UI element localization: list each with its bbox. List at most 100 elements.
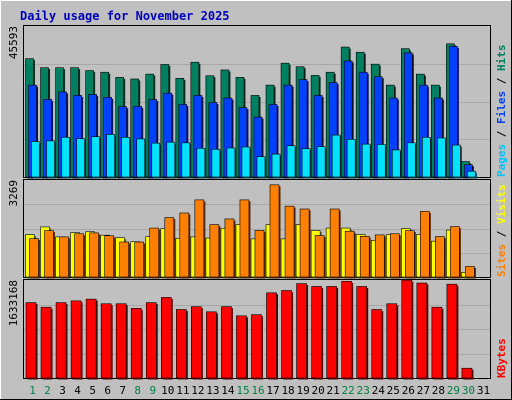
bar-sites-day-16 <box>254 230 266 279</box>
bar-sites-day-12-fill <box>194 199 205 278</box>
bar-sites-day-25 <box>389 233 401 279</box>
x-tick-label: 9 <box>149 384 156 397</box>
bar-pages-day-5-fill <box>91 136 100 178</box>
bar-kbytes-day-28 <box>431 306 444 380</box>
bar-kbytes-day-30-fill <box>461 367 473 379</box>
legend-entry: / <box>495 71 508 91</box>
bar-sites-day-4 <box>74 233 86 279</box>
bar-kbytes-day-14-fill <box>221 306 232 379</box>
panel-top-ymax: 45593 <box>7 26 20 59</box>
bar-pages-day-29-fill <box>452 144 461 178</box>
bar-pages-day-14 <box>226 147 237 179</box>
x-tick-label: 3 <box>59 384 66 397</box>
panel-bot-legend: KBytes <box>495 338 508 378</box>
x-tick-label: 15 <box>236 384 249 397</box>
bar-pages-day-11-fill <box>181 142 191 178</box>
bar-kbytes-day-21 <box>326 286 339 380</box>
bar-pages-day-23-fill <box>361 143 371 178</box>
bar-sites-day-19-fill <box>299 208 310 278</box>
bar-pages-day-26-fill <box>407 142 416 178</box>
bar-pages-day-1 <box>31 141 41 179</box>
bar-sites-day-24 <box>374 234 386 279</box>
bar-pages-day-13-fill <box>211 148 221 178</box>
panel-mid-legend: Sites / Visits <box>495 184 508 277</box>
bar-sites-day-2-fill <box>44 230 54 278</box>
x-tick-label: 4 <box>74 384 81 397</box>
bar-pages-day-19-fill <box>301 148 311 178</box>
bar-sites-day-17-fill <box>269 184 280 278</box>
bar-pages-day-21-fill <box>331 134 341 178</box>
bar-sites-day-20-fill <box>314 235 325 278</box>
bar-sites-day-14 <box>224 218 236 279</box>
legend-entry: Pages <box>495 144 508 177</box>
bar-sites-day-11 <box>179 212 191 279</box>
x-tick-label: 24 <box>372 384 386 397</box>
bar-kbytes-day-10 <box>160 297 173 380</box>
bar-pages-day-28-fill <box>437 137 446 178</box>
bar-sites-day-1 <box>29 238 40 279</box>
bar-pages-day-23 <box>361 143 372 179</box>
x-tick-label: 20 <box>312 384 325 397</box>
x-axis: 1 2 3 4 5 6 7 8 9 10 11 12 13 14 15 16 17 18 19 20 21 22 23 24 2… <box>29 384 490 397</box>
bar-pages-day-1-fill <box>31 141 40 178</box>
bar-pages-day-22 <box>346 138 357 179</box>
bar-sites-day-24-fill <box>374 234 385 278</box>
bar-kbytes-day-30 <box>461 367 474 380</box>
bar-sites-day-30 <box>465 266 476 279</box>
bar-pages-day-16-fill <box>256 156 266 178</box>
x-tick-label: 11 <box>176 384 189 397</box>
bar-pages-day-12 <box>196 148 207 179</box>
bar-pages-day-21 <box>331 134 342 179</box>
bar-kbytes-day-22-fill <box>341 281 352 379</box>
bar-kbytes-day-2 <box>40 306 53 380</box>
bar-kbytes-day-25 <box>386 303 399 380</box>
bar-sites-day-23 <box>359 236 371 279</box>
bar-sites-day-8 <box>134 241 146 279</box>
bar-sites-day-13-fill <box>209 224 220 278</box>
bar-sites-day-15 <box>239 199 251 279</box>
bar-sites-day-28 <box>435 236 446 279</box>
bar-pages-day-20-fill <box>316 146 326 178</box>
panel-bot-ymax: 1633168 <box>7 280 20 326</box>
bar-sites-day-17 <box>269 184 281 279</box>
bar-kbytes-day-13-fill <box>206 311 217 379</box>
legend-entry: Sites <box>495 244 508 277</box>
x-tick-label: 29 <box>447 384 460 397</box>
bar-sites-day-29 <box>450 226 461 279</box>
x-tick-label: 5 <box>89 384 96 397</box>
bar-pages-day-11 <box>181 142 192 179</box>
bar-pages-day-9-fill <box>151 142 161 178</box>
bar-sites-day-28-fill <box>435 236 445 278</box>
bar-sites-day-5-fill <box>89 232 99 278</box>
bar-kbytes-day-7-fill <box>115 303 127 379</box>
bar-kbytes-day-29-fill <box>446 283 458 379</box>
bar-pages-day-24 <box>376 144 387 179</box>
bar-pages-day-30 <box>467 170 477 179</box>
bar-kbytes-day-28-fill <box>431 306 443 379</box>
x-tick-label: 22 <box>342 384 355 397</box>
legend-entry: KBytes <box>495 338 508 378</box>
bar-sites-day-26 <box>405 230 416 279</box>
bar-kbytes-day-11-fill <box>176 309 187 379</box>
bar-kbytes-day-19 <box>296 283 309 380</box>
x-tick-label: 1 <box>29 384 36 397</box>
panel-mid: 3269 Sites / Visits <box>7 179 508 279</box>
bar-sites-day-9-fill <box>149 227 160 278</box>
bar-pages-day-25 <box>391 149 402 179</box>
bar-kbytes-day-9 <box>145 302 158 380</box>
bar-pages-day-3-fill <box>61 137 70 178</box>
bar-kbytes-day-6 <box>100 303 113 380</box>
bar-kbytes-day-1 <box>25 302 38 380</box>
x-tick-label: 8 <box>134 384 141 397</box>
bar-pages-day-7 <box>121 137 132 179</box>
x-tick-label: 6 <box>104 384 111 397</box>
bar-pages-day-30-fill <box>467 170 476 178</box>
bar-kbytes-day-5-fill <box>85 298 97 379</box>
bar-kbytes-day-23 <box>356 286 369 380</box>
x-tick-label: 28 <box>432 384 445 397</box>
bar-sites-day-7-fill <box>119 241 129 278</box>
bar-pages-day-7-fill <box>121 137 130 178</box>
x-tick-label: 21 <box>327 384 340 397</box>
x-tick-label: 18 <box>281 384 294 397</box>
bar-pages-day-12-fill <box>196 148 206 178</box>
